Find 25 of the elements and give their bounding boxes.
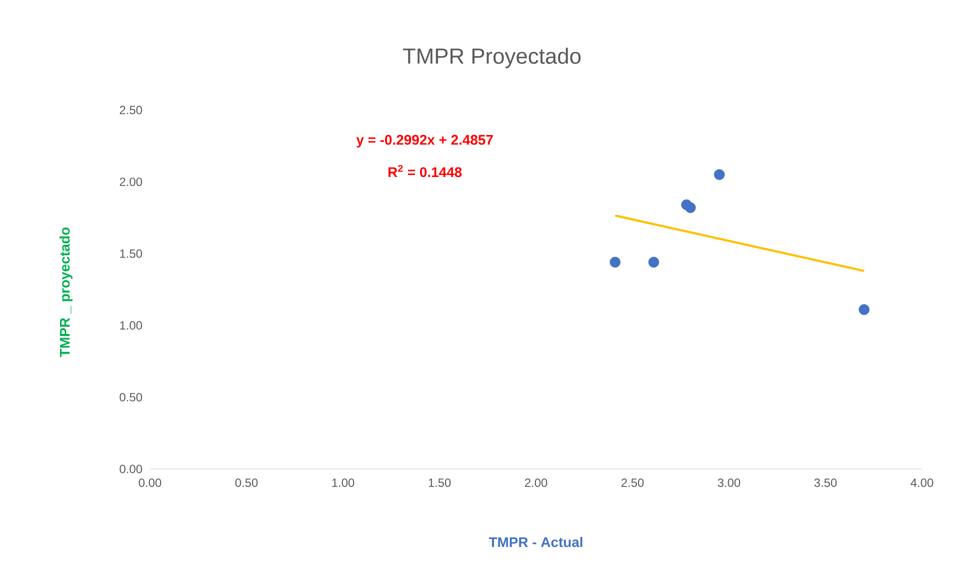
annotation: R$^{2}$ = 0.1448 [388,164,462,178]
x-tick-label: 1.50 [428,478,451,487]
point [685,202,696,214]
x-tick-label: 3.00 [718,478,740,487]
point [714,169,725,180]
point [648,256,660,268]
y-tick-label: 2.00 [120,178,142,186]
x-tick-label: 0.00 [138,478,162,487]
chart-title: TMPR Proyectado [402,48,581,68]
y-tick-label: 0.50 [120,392,142,402]
y-tick-label: 1.00 [120,321,142,330]
x-tick-label: 1.00 [332,478,354,487]
y-tick-label: 2.50 [120,106,142,114]
y-tick-label: 1.50 [120,249,142,258]
x-tick-label: 3.50 [814,478,837,487]
x-tick-label: 4.00 [910,478,934,487]
x-tick-label: 2.00 [524,478,548,487]
x-tick-label: 2.50 [621,478,644,487]
point [610,256,621,268]
x-axis-title: TMPR - Actual [488,536,582,548]
y-axis-title: TMPR _ proyectado [60,227,72,357]
point [858,304,870,315]
x-tick-label: 0.50 [235,478,258,487]
annotation: y = -0.2992x + 2.4857 [356,134,493,148]
y-tick-label: 0.00 [120,464,142,474]
